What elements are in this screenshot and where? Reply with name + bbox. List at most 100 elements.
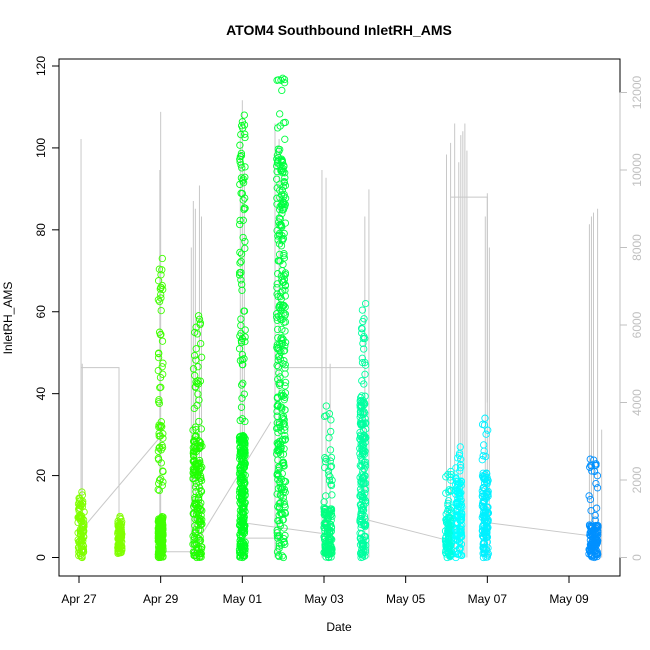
data-point <box>238 286 246 294</box>
data-point <box>274 534 282 542</box>
data-point <box>585 492 593 500</box>
data-point <box>195 496 203 504</box>
y-tick-label: 40 <box>34 387 48 401</box>
data-point <box>195 315 204 323</box>
data-point <box>279 412 288 421</box>
data-point <box>238 538 246 546</box>
data-point <box>361 361 370 369</box>
data-point <box>326 541 334 549</box>
data-point <box>280 420 288 428</box>
data-point <box>479 469 487 477</box>
data-point <box>594 536 602 545</box>
data-point <box>241 204 249 212</box>
data-point <box>237 151 246 160</box>
data-point <box>237 435 245 443</box>
data-point <box>480 545 488 553</box>
data-point <box>591 511 599 520</box>
data-point <box>241 337 249 346</box>
data-point <box>444 528 453 537</box>
data-point <box>327 427 335 436</box>
data-point <box>275 504 283 512</box>
data-point <box>79 537 87 545</box>
data-point <box>359 492 367 500</box>
data-point <box>456 464 465 472</box>
data-point <box>236 141 244 149</box>
data-point <box>590 538 599 546</box>
data-point <box>275 552 283 561</box>
data-point <box>444 470 452 479</box>
data-point <box>241 130 249 138</box>
data-point <box>360 458 368 467</box>
data-point <box>157 535 166 544</box>
data-point <box>273 424 281 433</box>
data-point <box>278 201 286 209</box>
data-point <box>117 520 126 528</box>
data-point <box>273 151 282 159</box>
data-point <box>453 487 461 495</box>
data-point <box>278 86 286 95</box>
data-point <box>323 550 332 558</box>
y-tick-label: 60 <box>34 305 48 319</box>
data-point <box>157 290 165 299</box>
data-point <box>273 469 282 478</box>
y-tick-label: 20 <box>34 469 48 483</box>
secondary-connector <box>487 522 594 537</box>
x-tick-label: May 05 <box>386 592 426 606</box>
data-point <box>239 196 247 204</box>
data-point <box>446 521 454 530</box>
data-point <box>361 434 369 442</box>
data-point <box>320 511 328 519</box>
data-point <box>274 334 282 342</box>
data-point <box>236 537 244 545</box>
data-point <box>154 353 163 362</box>
data-point <box>192 378 200 386</box>
y2-tick-label: 4000 <box>630 389 644 416</box>
data-point <box>281 312 289 320</box>
data-point <box>273 361 281 370</box>
data-point <box>155 515 163 523</box>
data-point <box>193 515 201 523</box>
data-point <box>238 508 247 517</box>
data-point <box>276 373 284 381</box>
data-point <box>77 517 86 526</box>
data-point <box>155 479 163 488</box>
data-point <box>273 532 282 540</box>
data-point <box>194 312 203 320</box>
data-point <box>275 340 284 349</box>
data-point <box>241 194 249 202</box>
data-point <box>325 476 334 485</box>
data-point <box>322 402 330 410</box>
data-point <box>276 509 285 517</box>
data-point <box>157 283 165 292</box>
data-point <box>360 541 368 550</box>
data-point <box>359 441 367 449</box>
data-point <box>275 463 283 471</box>
data-point <box>155 444 163 452</box>
data-point <box>482 452 490 461</box>
y-axis-label: InletRH_AMS <box>1 282 15 355</box>
data-point <box>157 540 165 548</box>
data-point <box>158 254 166 263</box>
data-point <box>279 461 288 469</box>
data-point <box>196 442 204 450</box>
data-point <box>442 473 450 481</box>
data-point <box>237 276 245 284</box>
data-point <box>159 467 167 475</box>
data-point <box>457 482 465 490</box>
data-point <box>275 418 284 427</box>
data-point <box>358 306 367 314</box>
data-point <box>194 390 202 398</box>
data-point <box>456 544 464 552</box>
data-point <box>239 545 247 554</box>
data-point <box>325 434 333 442</box>
data-point <box>280 346 289 355</box>
data-point <box>360 512 369 520</box>
data-point <box>482 489 490 498</box>
data-point <box>328 491 336 499</box>
data-point <box>275 539 283 547</box>
data-point <box>155 297 164 306</box>
data-point <box>157 475 165 483</box>
data-point <box>356 450 364 458</box>
data-point <box>159 285 167 294</box>
secondary-connector <box>190 421 272 552</box>
